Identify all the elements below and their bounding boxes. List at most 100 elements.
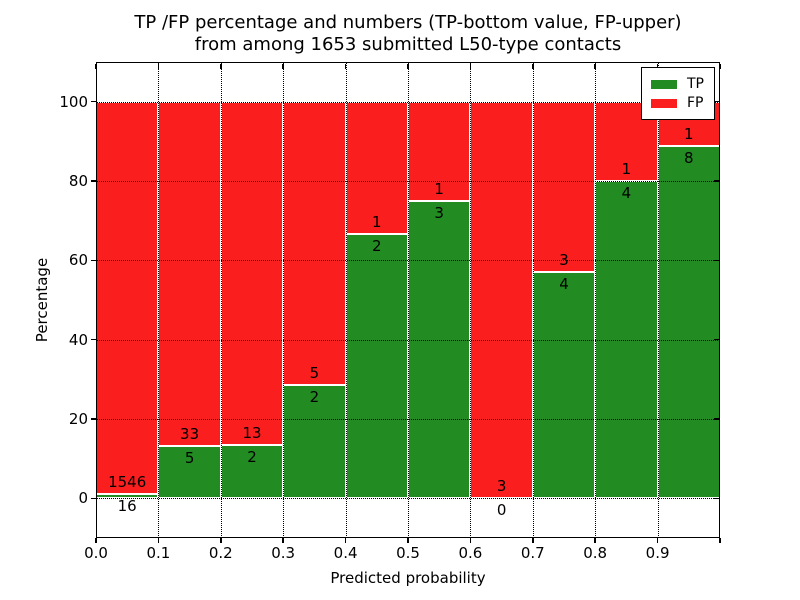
x-tick-mark bbox=[469, 63, 472, 69]
fp-count-label: 1 bbox=[434, 179, 444, 198]
bar-segment-tp bbox=[657, 145, 720, 499]
y-tick-mark bbox=[713, 418, 719, 420]
fp-count-label: 33 bbox=[180, 425, 200, 444]
gridline-vertical bbox=[220, 62, 222, 538]
x-axis-label: Predicted probability bbox=[330, 569, 486, 587]
tp-count-label: 16 bbox=[117, 497, 137, 516]
y-tick-mark bbox=[91, 180, 96, 182]
x-tick-mark bbox=[344, 63, 347, 69]
fp-count-label: 5 bbox=[309, 364, 320, 382]
bar-segment-tp bbox=[345, 233, 408, 499]
bar-segment-fp bbox=[345, 101, 408, 234]
gridline-vertical bbox=[532, 62, 534, 538]
legend-item-fp: FP bbox=[651, 95, 704, 111]
fp-count-label: 3 bbox=[559, 250, 569, 269]
fp-count-label: 13 bbox=[242, 424, 262, 443]
gridline-vertical bbox=[657, 62, 659, 538]
bar-segment-tp bbox=[532, 271, 596, 499]
gridline-vertical bbox=[470, 62, 472, 538]
x-tick-mark bbox=[282, 538, 284, 543]
x-tick-label: 0.4 bbox=[333, 544, 358, 562]
x-tick-mark bbox=[594, 538, 596, 543]
tp-count-label: 2 bbox=[372, 236, 382, 255]
legend-item-tp: TP bbox=[651, 76, 704, 92]
y-tick-mark bbox=[713, 259, 719, 262]
bar-segment-fp bbox=[283, 101, 346, 385]
gridline-vertical bbox=[283, 62, 285, 538]
x-tick-label: 0.6 bbox=[458, 544, 483, 562]
x-tick-mark bbox=[719, 538, 721, 543]
bar-segment-tp bbox=[283, 385, 346, 499]
bar-segment-tp bbox=[158, 446, 221, 499]
gridline-vertical bbox=[345, 62, 347, 538]
bar-segment-fp bbox=[96, 101, 159, 495]
x-tick-label: 0.3 bbox=[271, 544, 296, 562]
x-tick-label: 0.2 bbox=[208, 544, 233, 562]
y-tick-label: 0 bbox=[78, 489, 88, 508]
tp-count-label: 4 bbox=[621, 184, 632, 202]
chart-title-line2: from among 1653 submitted L50-type conta… bbox=[194, 34, 622, 55]
x-tick-mark bbox=[532, 538, 534, 543]
y-tick-mark bbox=[91, 497, 96, 500]
x-tick-mark bbox=[157, 63, 160, 69]
x-tick-mark bbox=[594, 63, 596, 69]
bar-segment-tp bbox=[408, 200, 471, 499]
bar-segment-fp bbox=[532, 101, 596, 272]
x-tick-mark bbox=[220, 538, 222, 543]
gridline-vertical bbox=[158, 62, 160, 538]
x-tick-label: 0.5 bbox=[396, 544, 420, 562]
fp-count-label: 1546 bbox=[108, 473, 147, 492]
y-tick-mark bbox=[91, 259, 96, 262]
x-tick-mark bbox=[719, 63, 721, 69]
tp-count-label: 4 bbox=[559, 274, 569, 293]
x-tick-mark bbox=[95, 538, 97, 543]
bar-segment-fp bbox=[470, 101, 533, 499]
x-tick-mark bbox=[407, 63, 409, 69]
fp-count-label: 1 bbox=[372, 212, 382, 231]
legend: TP FP bbox=[641, 67, 715, 120]
plot-area: TP FP 1546 16 33 5 13 2 5 2 1 2 1 3 3 0 3 4 1 4 1 8 bbox=[96, 62, 720, 538]
fp-count-label: 1 bbox=[621, 160, 632, 178]
x-tick-mark bbox=[656, 538, 659, 543]
y-tick-label: 80 bbox=[68, 172, 88, 190]
y-tick-mark bbox=[713, 100, 719, 103]
x-tick-mark bbox=[157, 538, 160, 543]
fp-count-label: 1 bbox=[684, 124, 694, 143]
gridline-vertical bbox=[408, 62, 409, 538]
x-tick-mark bbox=[220, 63, 222, 69]
x-tick-label: 0.7 bbox=[520, 544, 545, 562]
x-tick-label: 0.0 bbox=[84, 544, 108, 562]
y-tick-mark bbox=[91, 100, 96, 103]
chart-title-line1: TP /FP percentage and numbers (TP-bottom… bbox=[134, 12, 682, 33]
y-axis-label: Percentage bbox=[33, 257, 51, 343]
x-tick-label: 0.1 bbox=[146, 544, 171, 562]
fp-count-label: 3 bbox=[496, 477, 507, 496]
y-tick-mark bbox=[91, 338, 96, 341]
bar-segment-fp bbox=[158, 101, 221, 447]
y-tick-mark bbox=[91, 418, 96, 420]
tp-count-label: 0 bbox=[496, 501, 507, 520]
y-tick-label: 60 bbox=[68, 251, 88, 270]
x-tick-mark bbox=[532, 63, 534, 69]
tp-count-label: 2 bbox=[247, 448, 257, 467]
legend-label-tp: TP bbox=[687, 76, 704, 92]
y-tick-label: 100 bbox=[59, 92, 88, 111]
tp-count-label: 2 bbox=[309, 388, 320, 406]
tp-swatch bbox=[651, 79, 677, 89]
x-tick-label: 0.8 bbox=[583, 544, 608, 562]
tp-count-label: 5 bbox=[184, 449, 195, 468]
fp-swatch bbox=[651, 98, 677, 108]
x-tick-mark bbox=[95, 63, 97, 69]
y-tick-mark bbox=[713, 338, 719, 341]
x-tick-label: 0.9 bbox=[645, 544, 670, 562]
tp-count-label: 8 bbox=[684, 148, 694, 167]
tp-count-label: 3 bbox=[434, 203, 444, 222]
y-tick-mark bbox=[713, 497, 719, 500]
x-tick-mark bbox=[469, 538, 472, 543]
y-tick-mark bbox=[713, 180, 719, 182]
gridline-vertical bbox=[595, 62, 597, 538]
x-tick-mark bbox=[282, 63, 284, 69]
x-tick-mark bbox=[344, 538, 347, 543]
y-tick-label: 40 bbox=[68, 330, 88, 349]
